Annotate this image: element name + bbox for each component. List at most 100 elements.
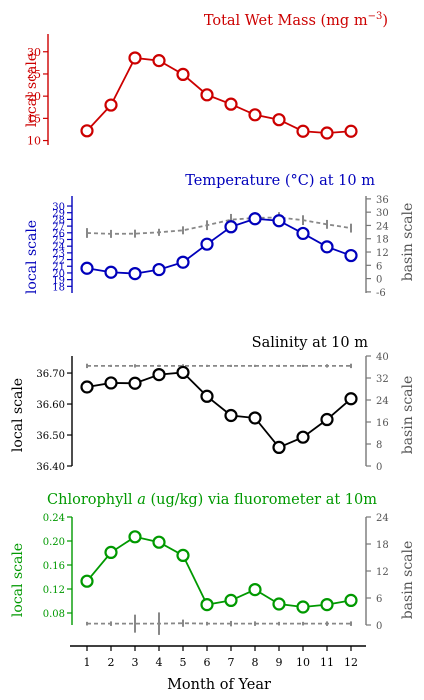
data-point xyxy=(248,582,262,597)
left-axis-label: local scale xyxy=(10,543,26,617)
data-point xyxy=(272,440,286,455)
panel-salinity: Salinity at 10 m local scale basin scale… xyxy=(10,335,416,473)
left-tick-label: 25 xyxy=(52,235,65,246)
right-tick-label: 6 xyxy=(376,261,382,272)
data-point xyxy=(128,530,142,544)
data-point xyxy=(320,412,334,427)
right-tick-label: 24 xyxy=(376,221,389,232)
left-tick-label: 28 xyxy=(52,215,65,226)
basin-series xyxy=(86,212,352,238)
x-axis-label: Month of Year xyxy=(167,677,271,693)
left-tick-label: 10 xyxy=(27,135,41,148)
local-series xyxy=(80,530,358,614)
data-point xyxy=(152,54,166,68)
basin-line xyxy=(86,216,352,235)
left-tick-label: 30 xyxy=(27,46,41,59)
x-tick-label: 2 xyxy=(108,656,115,669)
right-tick-label: 18 xyxy=(376,235,389,246)
left-axis: 10 15 20 25 30 xyxy=(27,34,49,148)
left-tick-label: 0.24 xyxy=(43,513,65,524)
basin-series xyxy=(86,612,352,635)
left-tick-label: 36.60 xyxy=(36,400,65,411)
local-line xyxy=(86,57,352,134)
left-tick-label: 0.16 xyxy=(43,561,65,572)
x-tick-label: 6 xyxy=(204,656,211,669)
x-tick-label: 10 xyxy=(296,656,310,669)
right-tick-label: 16 xyxy=(376,418,389,429)
data-point xyxy=(128,51,142,65)
x-tick-label: 12 xyxy=(344,656,358,669)
left-axis: 36.40 36.50 36.60 36.70 xyxy=(36,356,73,473)
data-point xyxy=(80,574,94,588)
left-tick-label: 15 xyxy=(27,112,41,125)
right-tick-label: 18 xyxy=(376,540,389,551)
local-series xyxy=(80,212,358,281)
data-point xyxy=(152,262,166,277)
local-line xyxy=(86,535,352,608)
left-tick-label: 20 xyxy=(27,90,41,103)
right-tick-label: 12 xyxy=(376,567,389,578)
right-tick-label: 0 xyxy=(376,621,382,632)
right-axis-label: basin scale xyxy=(400,541,416,620)
data-point xyxy=(344,593,358,608)
data-point xyxy=(272,597,286,611)
data-point xyxy=(128,376,142,390)
data-point xyxy=(224,408,238,423)
right-axis-label: basin scale xyxy=(400,376,416,455)
x-axis: 1 2 3 4 5 6 7 8 9 10 11 12 Month of Year xyxy=(70,645,366,693)
data-point xyxy=(176,548,190,563)
left-tick-label: 25 xyxy=(27,68,41,81)
local-line xyxy=(86,217,352,275)
right-tick-label: 32 xyxy=(376,374,389,385)
data-point xyxy=(344,124,358,138)
data-point xyxy=(200,88,214,102)
right-tick-label: 36 xyxy=(376,195,389,206)
x-tick-label: 3 xyxy=(132,656,139,669)
panel-title: Salinity at 10 m xyxy=(252,335,369,351)
left-tick-label: 0.20 xyxy=(43,537,65,548)
right-tick-label: 8 xyxy=(376,440,382,451)
left-axis: 0.08 0.12 0.16 0.20 0.24 xyxy=(43,513,73,625)
x-tick-label: 9 xyxy=(276,656,283,669)
data-point xyxy=(200,389,214,403)
left-axis-label: local scale xyxy=(10,378,26,452)
data-point xyxy=(152,535,166,549)
data-point xyxy=(224,593,238,608)
data-point xyxy=(296,430,310,444)
right-axis: 0 6 12 18 24 xyxy=(365,513,389,632)
data-point xyxy=(224,97,238,111)
data-point xyxy=(296,124,310,138)
data-point xyxy=(104,545,118,560)
data-point xyxy=(80,124,94,138)
data-point xyxy=(320,240,334,254)
left-tick-label: 36.40 xyxy=(36,462,65,473)
data-point xyxy=(248,212,262,226)
data-point xyxy=(80,261,94,275)
data-point xyxy=(296,600,310,614)
panel-chlorophyll: Chlorophyll a (ug/kg) via fluorometer at… xyxy=(10,492,416,635)
right-axis: -6 0 6 12 18 24 30 36 xyxy=(365,195,389,299)
data-point xyxy=(248,411,262,425)
right-tick-label: 24 xyxy=(376,396,389,407)
x-tick-label: 7 xyxy=(228,656,235,669)
local-series xyxy=(80,365,358,455)
left-tick-label: 36.70 xyxy=(36,369,65,380)
panel-title: Total Wet Mass (mg m−3) xyxy=(204,11,388,29)
left-tick-label: 36.50 xyxy=(36,431,65,442)
left-tick-label: 27 xyxy=(52,222,65,233)
data-point xyxy=(272,113,286,127)
right-tick-label: 0 xyxy=(376,275,382,286)
left-tick-label: 0.08 xyxy=(43,609,65,620)
basin-series xyxy=(86,363,352,369)
right-axis-label: basin scale xyxy=(400,203,416,282)
data-point xyxy=(176,365,190,380)
left-tick-label: 0.12 xyxy=(43,585,65,596)
data-point xyxy=(224,220,238,234)
right-axis: 0 8 16 24 32 40 xyxy=(365,352,389,473)
panel-title: Chlorophyll a (ug/kg) via fluorometer at… xyxy=(47,492,377,508)
left-axis-label: local scale xyxy=(24,53,40,127)
right-tick-label: 30 xyxy=(376,208,389,219)
data-point xyxy=(176,255,190,269)
data-point xyxy=(344,248,358,263)
